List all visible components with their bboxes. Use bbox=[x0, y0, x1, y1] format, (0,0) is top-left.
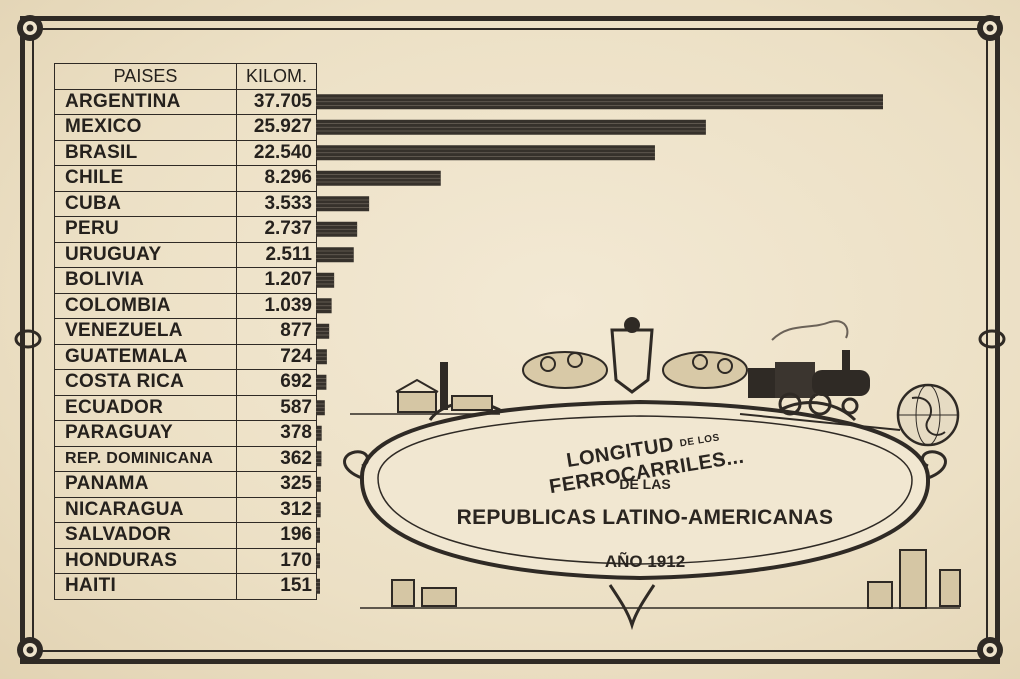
table-row: PANAMA 325 bbox=[54, 471, 317, 498]
country-label: SALVADOR bbox=[54, 522, 237, 549]
inner-frame bbox=[32, 28, 988, 652]
km-value-label: 25.927 bbox=[236, 114, 317, 141]
table-row: HAITI 151 bbox=[54, 573, 317, 600]
title-line-4: AÑO 1912 bbox=[604, 552, 686, 571]
table-header-row: PAISES KILOM. bbox=[54, 63, 317, 90]
table-row: BRASIL 22.540 bbox=[54, 139, 317, 166]
side-ornament-right bbox=[978, 329, 1006, 349]
factory-illustration bbox=[350, 362, 500, 415]
table-row: NICARAGUA 312 bbox=[54, 496, 317, 523]
country-label: COLOMBIA bbox=[54, 292, 237, 319]
table-row: BOLIVIA 1.207 bbox=[54, 267, 317, 294]
locomotive-illustration bbox=[739, 320, 901, 431]
country-label: CUBA bbox=[54, 190, 237, 217]
country-label: PANAMA bbox=[54, 471, 237, 498]
globe-illustration bbox=[896, 383, 960, 447]
table-row: VENEZUELA 877 bbox=[54, 318, 317, 345]
side-ornament-left bbox=[14, 329, 42, 349]
country-label: ECUADOR bbox=[54, 394, 237, 421]
country-label: VENEZUELA bbox=[54, 318, 237, 345]
table-row: PARAGUAY 378 bbox=[54, 420, 317, 447]
corner-ornament-top-right bbox=[977, 15, 1003, 41]
table-row: COSTA RICA 692 bbox=[54, 369, 317, 396]
title-line-2: DE LAS bbox=[619, 476, 671, 492]
cartouche-illustration bbox=[343, 317, 961, 631]
title-line-3: REPUBLICAS LATINO-AMERICANAS bbox=[456, 506, 834, 529]
km-value-label: 1.207 bbox=[236, 267, 317, 294]
bar-group bbox=[316, 94, 883, 594]
corner-ornament-top-left bbox=[17, 15, 43, 41]
corner-ornament-bottom-right bbox=[977, 637, 1003, 663]
table-row: GUATEMALA 724 bbox=[54, 343, 317, 370]
km-value-label: 877 bbox=[236, 318, 317, 345]
km-value-label: 170 bbox=[236, 547, 317, 574]
country-label: BRASIL bbox=[54, 139, 237, 166]
country-label: BOLIVIA bbox=[54, 267, 237, 294]
table-row: PERU 2.737 bbox=[54, 216, 317, 243]
corner-ornament-bottom-left bbox=[17, 637, 43, 663]
country-label: PERU bbox=[54, 216, 237, 243]
table-row: CHILE 8.296 bbox=[54, 165, 317, 192]
km-value-label: 692 bbox=[236, 369, 317, 396]
km-value-label: 724 bbox=[236, 343, 317, 370]
header-kilometers: KILOM. bbox=[236, 63, 317, 90]
country-label: HONDURAS bbox=[54, 547, 237, 574]
country-label: MEXICO bbox=[54, 114, 237, 141]
table-row: COLOMBIA 1.039 bbox=[54, 292, 317, 319]
outer-frame bbox=[20, 16, 1000, 664]
km-value-label: 378 bbox=[236, 420, 317, 447]
country-label: REP. DOMINICANA bbox=[54, 445, 237, 472]
country-label: PARAGUAY bbox=[54, 420, 237, 447]
country-label: GUATEMALA bbox=[54, 343, 237, 370]
table-row: HONDURAS 170 bbox=[54, 547, 317, 574]
country-label: NICARAGUA bbox=[54, 496, 237, 523]
country-label: HAITI bbox=[54, 573, 237, 600]
km-value-label: 2.737 bbox=[236, 216, 317, 243]
km-value-label: 151 bbox=[236, 573, 317, 600]
table-row: MEXICO 25.927 bbox=[54, 114, 317, 141]
town-illustration bbox=[360, 549, 961, 609]
data-table: PAISES KILOM. ARGENTINA 37.705 MEXICO 25.92… bbox=[54, 63, 317, 600]
table-row: ECUADOR 587 bbox=[54, 394, 317, 421]
country-label: URUGUAY bbox=[54, 241, 237, 268]
title-word-de-los: DE LOS bbox=[679, 432, 721, 450]
